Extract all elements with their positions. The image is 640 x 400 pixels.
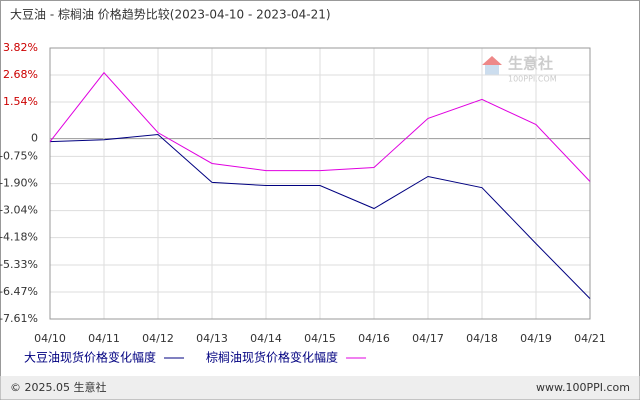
plot-border xyxy=(49,47,591,320)
y-tick-label: -0.75% xyxy=(0,149,38,162)
y-tick-label: 2.68% xyxy=(3,68,38,81)
watermark-icon xyxy=(482,56,502,65)
watermark: 生意社 100PPI.COM xyxy=(482,55,557,84)
legend-label: 棕榈油现货价格变化幅度 xyxy=(206,350,338,365)
footer-bar xyxy=(0,376,640,400)
watermark-text: 生意社 xyxy=(508,55,553,73)
x-tick-label: 04/17 xyxy=(412,332,444,345)
legend-label: 大豆油现货价格变化幅度 xyxy=(24,350,156,365)
x-tick-label: 04/19 xyxy=(520,332,552,345)
x-tick-label: 04/16 xyxy=(358,332,390,345)
x-tick-label: 04/21 xyxy=(574,332,606,345)
footer-left: © 2025.05 生意社 xyxy=(10,380,106,394)
x-tick-label: 04/15 xyxy=(304,332,336,345)
x-tick-label: 04/18 xyxy=(466,332,498,345)
watermark-text: 100PPI.COM xyxy=(508,75,557,84)
y-tick-label: 3.82% xyxy=(3,41,38,54)
y-tick-label: -5.33% xyxy=(0,258,38,271)
footer-right: www.100PPI.com xyxy=(536,381,630,394)
watermark-icon xyxy=(485,65,499,75)
x-tick-label: 04/10 xyxy=(34,332,66,345)
x-tick-label: 04/13 xyxy=(196,332,228,345)
y-tick-label: -3.04% xyxy=(0,204,38,217)
x-tick-label: 04/14 xyxy=(250,332,282,345)
x-tick-label: 04/11 xyxy=(88,332,120,345)
x-tick-label: 04/12 xyxy=(142,332,174,345)
y-tick-label: 1.54% xyxy=(3,95,38,108)
y-tick-label: -6.47% xyxy=(0,285,38,298)
series-line xyxy=(49,134,591,299)
y-tick-label: -7.61% xyxy=(0,312,38,325)
chart-title: 大豆油 - 棕榈油 价格趋势比较(2023-04-10 - 2023-04-21… xyxy=(10,7,331,22)
y-tick-label: 0 xyxy=(31,132,38,145)
y-tick-label: -4.18% xyxy=(0,231,38,244)
series-line xyxy=(49,71,591,182)
y-tick-label: -1.90% xyxy=(0,177,38,190)
